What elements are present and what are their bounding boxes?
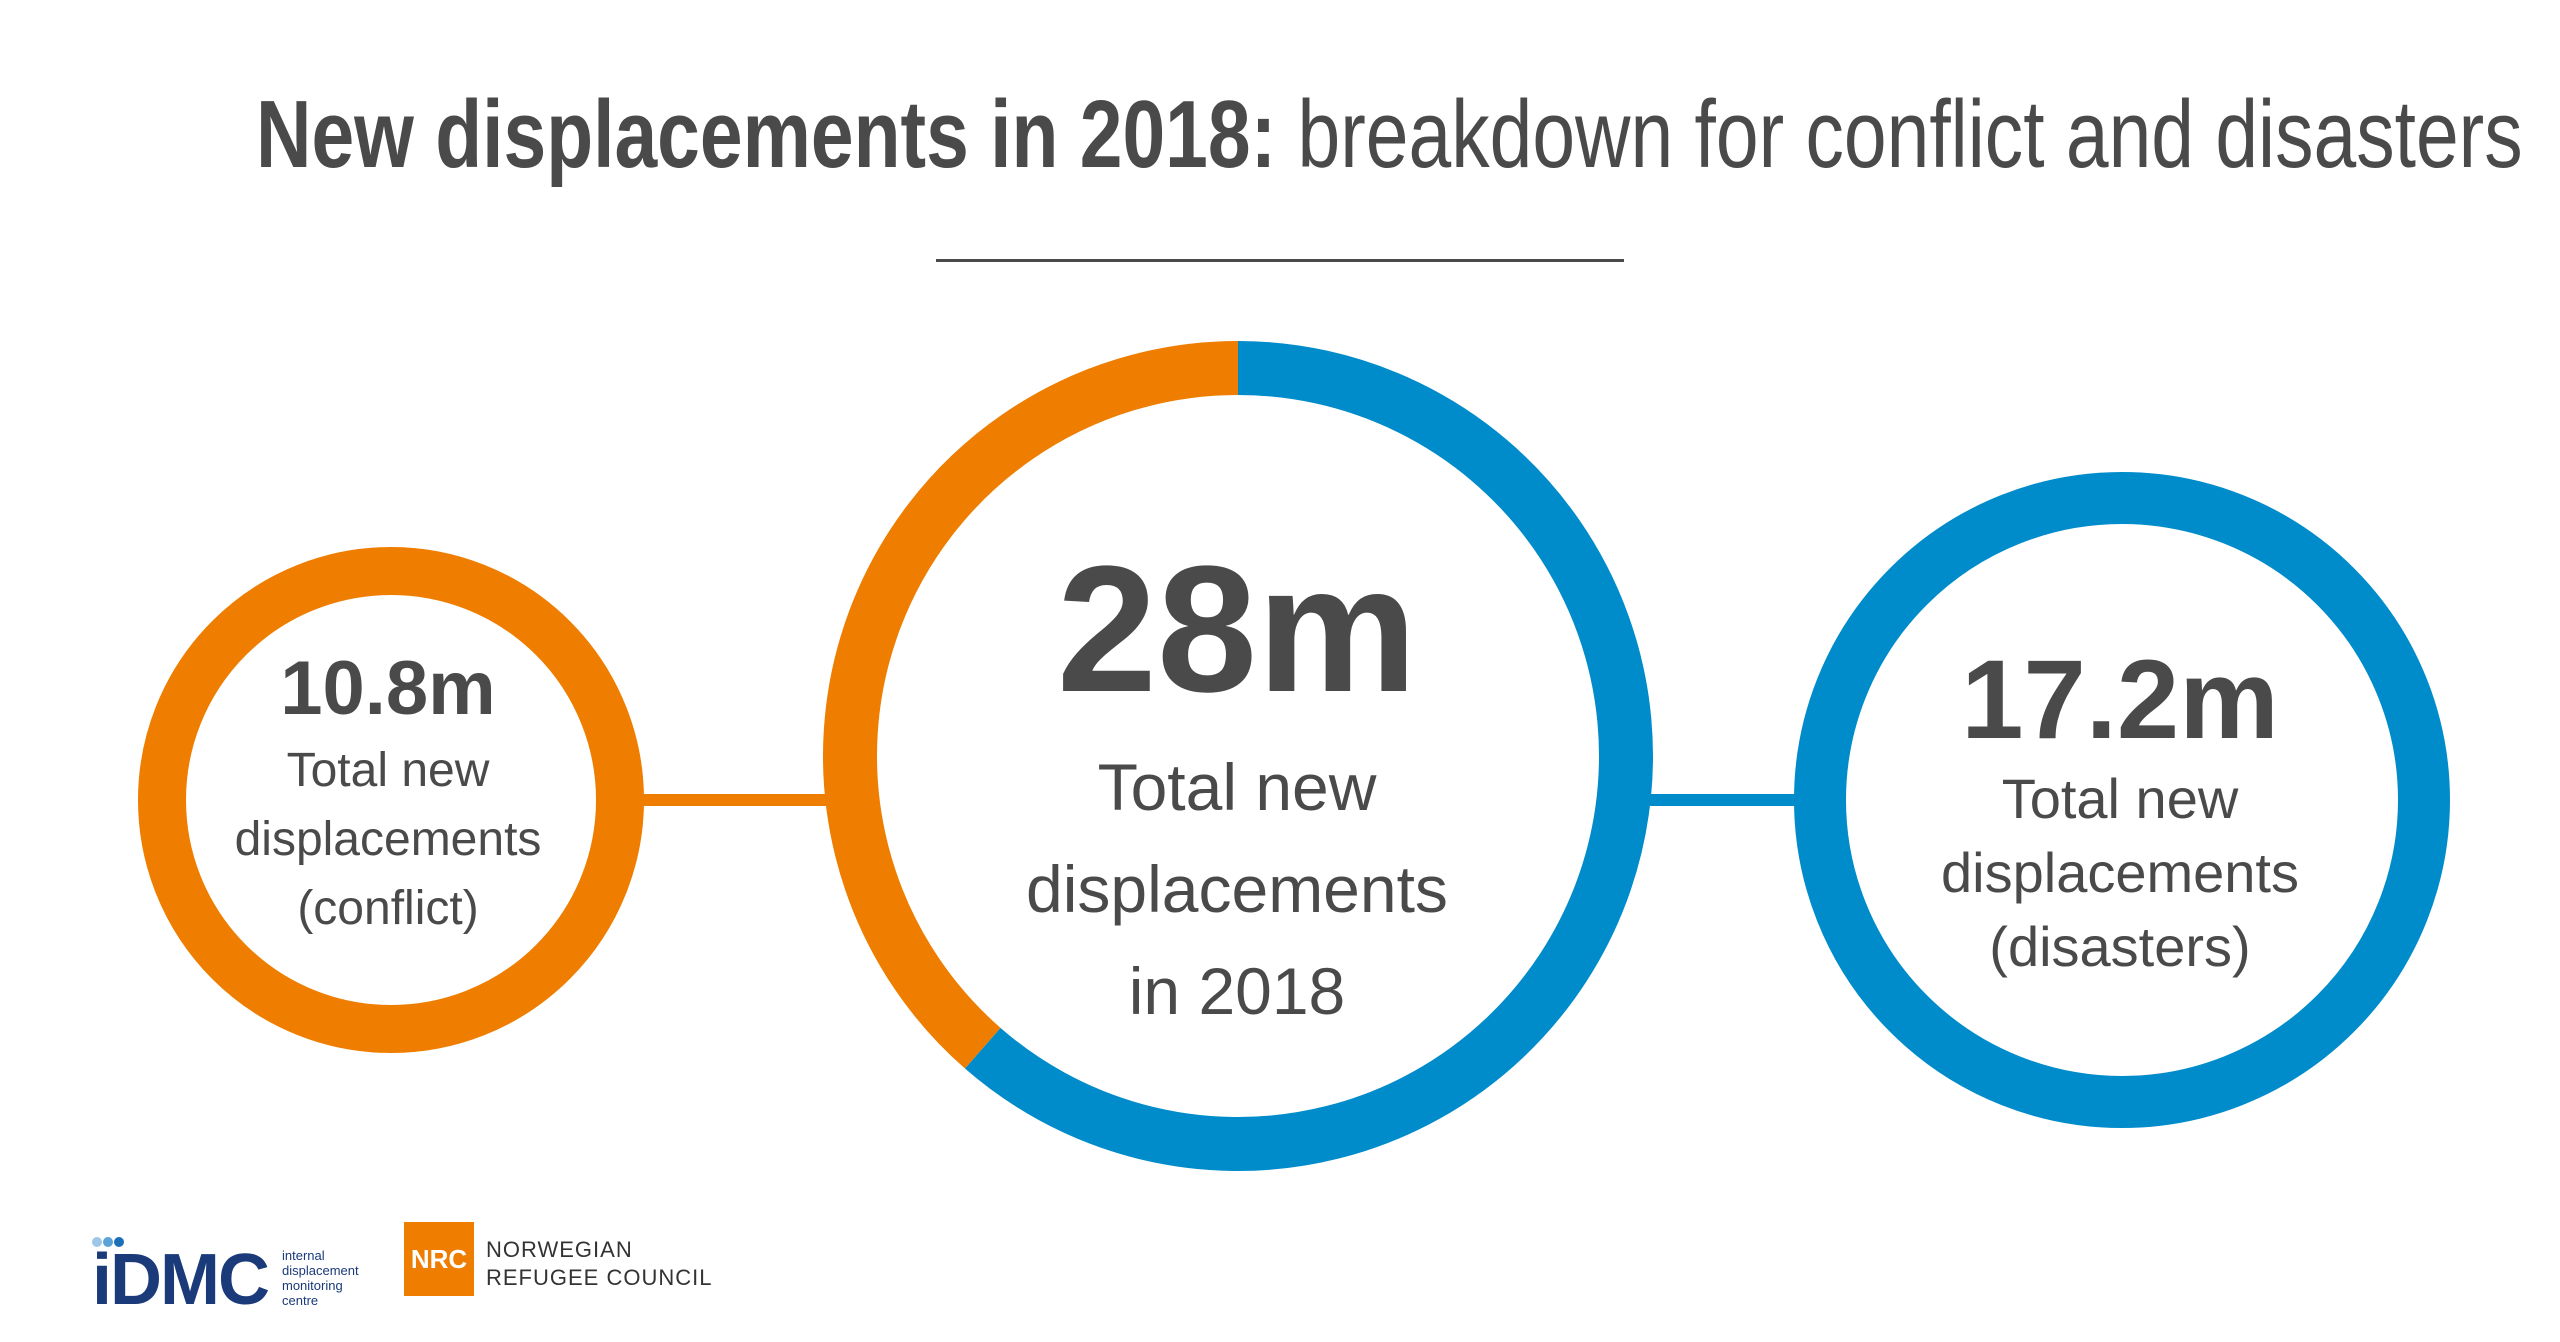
title-bold: New displacements in 2018: [256, 81, 1277, 188]
disasters-label-line-1: Total new [2001, 767, 2239, 830]
conflict-label-line-3: (conflict) [297, 882, 479, 935]
title-light: breakdown for conflict and disasters [1297, 81, 2523, 188]
conflict-label-line-2: displacements [234, 813, 542, 866]
nrc-logo-box: NRC [404, 1222, 474, 1296]
idmc-subtitle: internal displacement monitoring centre [282, 1248, 359, 1308]
conflict-text: 10.8m Total new displacements (conflict) [188, 645, 588, 940]
idmc-logo: iDMC internal displacement monitoring ce… [92, 1237, 392, 1320]
disasters-value: 17.2m [1961, 637, 2279, 762]
disasters-text: 17.2m Total new displacements (disasters… [1870, 640, 2370, 982]
chart-title: New displacements in 2018: breakdown for… [256, 70, 2523, 200]
ring-conflict [138, 547, 644, 1053]
idmc-subtitle-line-3: monitoring [282, 1278, 343, 1293]
idmc-wordmark: iDMC [92, 1240, 270, 1320]
disasters-label-line-3: (disasters) [1989, 915, 2251, 978]
idmc-subtitle-line-4: centre [282, 1293, 319, 1308]
ring-total [823, 341, 1653, 1171]
nrc-text-line-1: NORWEGIAN [486, 1237, 633, 1262]
total-value: 28m [1056, 529, 1418, 730]
total-label-line-3: in 2018 [1128, 954, 1346, 1028]
idmc-subtitle-line-1: internal [282, 1248, 325, 1263]
title-divider [936, 259, 1624, 262]
ring-total-arc-disasters [964, 341, 1653, 1171]
total-label-line-1: Total new [1097, 750, 1377, 824]
total-label-line-2: displacements [1026, 852, 1448, 926]
nrc-logo-text: NORWEGIAN REFUGEE COUNCIL [486, 1236, 712, 1292]
total-text: 28m Total new displacements in 2018 [937, 530, 1537, 1036]
conflict-label-line-1: Total new [286, 744, 490, 797]
idmc-dots-icon [92, 1237, 124, 1247]
disasters-label-line-2: displacements [1941, 841, 2299, 904]
ring-total-arc-conflict [823, 341, 1239, 1069]
nrc-text-line-2: REFUGEE COUNCIL [486, 1265, 713, 1290]
idmc-subtitle-line-2: displacement [282, 1263, 359, 1278]
conflict-value: 10.8m [280, 646, 496, 731]
ring-disasters [1794, 472, 2450, 1128]
